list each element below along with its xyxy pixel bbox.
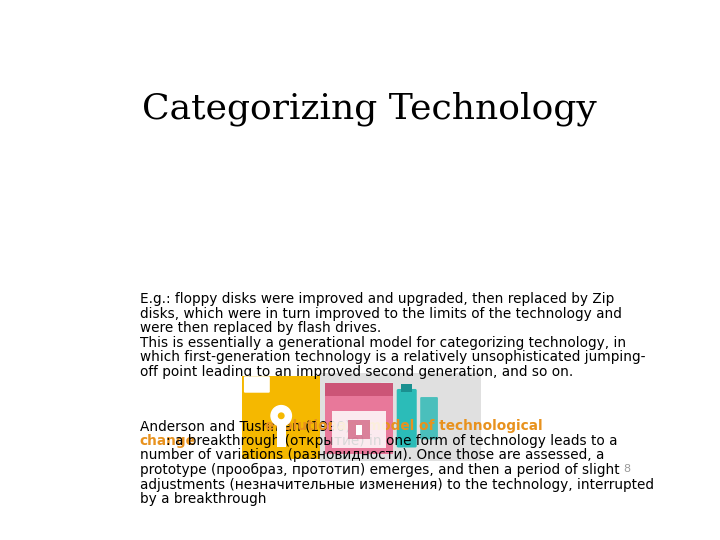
Bar — [325, 383, 393, 396]
Bar — [242, 376, 320, 459]
Text: Anderson and Tushman (1990) :: Anderson and Tushman (1990) : — [140, 419, 364, 433]
Bar — [325, 383, 393, 454]
Text: by a breakthrough: by a breakthrough — [140, 492, 266, 506]
Bar — [319, 373, 481, 461]
Polygon shape — [381, 383, 393, 395]
Text: E.g.: floppy disks were improved and upgraded, then replaced by Zip: E.g.: floppy disks were improved and upg… — [140, 292, 613, 306]
Bar — [363, 384, 370, 394]
Bar — [332, 411, 386, 448]
Text: : a breakthrough (открытие) in one form of technology leads to a: : a breakthrough (открытие) in one form … — [166, 434, 618, 448]
Text: Categorizing Technology: Categorizing Technology — [142, 92, 596, 126]
FancyBboxPatch shape — [397, 389, 417, 448]
Bar — [348, 384, 355, 394]
Bar — [401, 384, 413, 392]
Text: prototype (прообраз, прототип) emerges, and then a period of slight: prototype (прообраз, прототип) emerges, … — [140, 463, 619, 477]
Bar — [356, 424, 362, 435]
Text: which first-generation technology is a relatively unsophisticated jumping-: which first-generation technology is a r… — [140, 350, 645, 365]
Text: change: change — [140, 434, 195, 448]
Circle shape — [271, 406, 292, 426]
Text: evolutionary model of technological: evolutionary model of technological — [265, 419, 543, 433]
Text: number of variations (разновидности). Once those are assessed, a: number of variations (разновидности). On… — [140, 448, 604, 462]
Circle shape — [279, 413, 284, 418]
Bar — [348, 420, 370, 440]
FancyBboxPatch shape — [420, 397, 438, 440]
Text: adjustments (незначительные изменения) to the technology, interrupted: adjustments (незначительные изменения) t… — [140, 477, 654, 491]
Text: 8: 8 — [624, 464, 631, 475]
Text: disks, which were in turn improved to the limits of the technology and: disks, which were in turn improved to th… — [140, 307, 621, 321]
Text: off point leading to an improved second generation, and so on.: off point leading to an improved second … — [140, 365, 573, 379]
Text: This is essentially a generational model for categorizing technology, in: This is essentially a generational model… — [140, 336, 626, 350]
FancyBboxPatch shape — [244, 376, 270, 393]
Bar — [276, 425, 286, 448]
Text: were then replaced by flash drives.: were then replaced by flash drives. — [140, 321, 381, 335]
